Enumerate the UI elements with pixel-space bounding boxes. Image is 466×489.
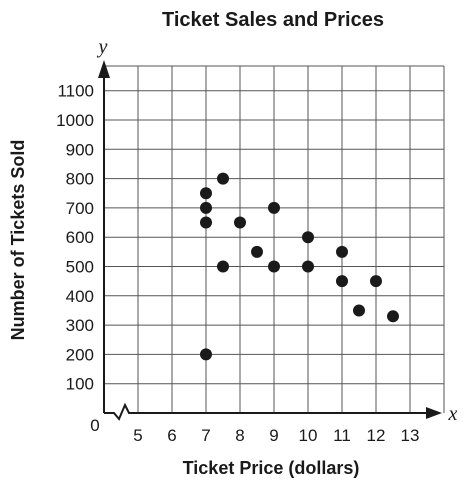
y-axis-title: Number of Tickets Sold xyxy=(8,140,28,341)
y-axis-letter: y xyxy=(97,36,108,58)
data-point xyxy=(268,201,280,214)
data-point xyxy=(200,201,212,214)
y-tick-label: 300 xyxy=(66,316,94,335)
x-tick-label: 13 xyxy=(401,426,420,445)
chart-title: Ticket Sales and Prices xyxy=(162,9,384,31)
data-point xyxy=(370,275,382,288)
y-tick-label: 800 xyxy=(66,170,94,189)
data-point xyxy=(217,172,229,185)
y-tick-label: 100 xyxy=(66,375,94,394)
y-tick-label: 1000 xyxy=(56,111,94,130)
axes xyxy=(98,60,442,421)
y-tick-label: 600 xyxy=(66,228,94,247)
x-tick-labels: 5 6 7 8 9 10 11 12 13 xyxy=(133,426,419,445)
data-point xyxy=(353,304,365,317)
y-tick-label: 700 xyxy=(66,199,94,218)
data-point xyxy=(200,187,212,200)
x-axis-line xyxy=(104,402,430,421)
y-tick-label: 200 xyxy=(66,345,94,364)
x-tick-label: 8 xyxy=(235,426,244,445)
data-point xyxy=(302,231,314,244)
data-point xyxy=(336,275,348,288)
data-point xyxy=(217,260,229,273)
data-point xyxy=(200,216,212,229)
data-point xyxy=(268,260,280,273)
x-tick-label: 11 xyxy=(333,426,351,445)
data-point xyxy=(336,245,348,258)
grid xyxy=(104,65,445,413)
data-point xyxy=(302,260,314,273)
origin-label: 0 xyxy=(90,416,99,435)
data-point xyxy=(234,216,246,229)
y-tick-label: 400 xyxy=(66,287,94,306)
x-axis-arrow xyxy=(426,407,442,419)
y-tick-label: 1100 xyxy=(57,82,94,101)
data-points xyxy=(200,172,399,361)
data-point xyxy=(387,310,399,323)
data-point xyxy=(251,245,263,258)
x-axis-letter: x xyxy=(448,403,458,425)
y-tick-label: 500 xyxy=(66,258,94,277)
x-tick-label: 9 xyxy=(269,426,278,445)
y-tick-labels: 100 200 300 400 500 600 700 800 900 1000 1100 xyxy=(56,82,94,394)
x-axis-title: Ticket Price (dollars) xyxy=(183,458,360,478)
x-tick-label: 12 xyxy=(367,426,386,445)
data-point xyxy=(200,348,212,361)
y-axis-arrow xyxy=(98,60,110,78)
y-tick-label: 900 xyxy=(66,140,94,159)
x-tick-label: 5 xyxy=(133,426,142,445)
x-tick-label: 6 xyxy=(167,426,176,445)
x-tick-label: 7 xyxy=(201,426,210,445)
x-tick-label: 10 xyxy=(299,426,318,445)
